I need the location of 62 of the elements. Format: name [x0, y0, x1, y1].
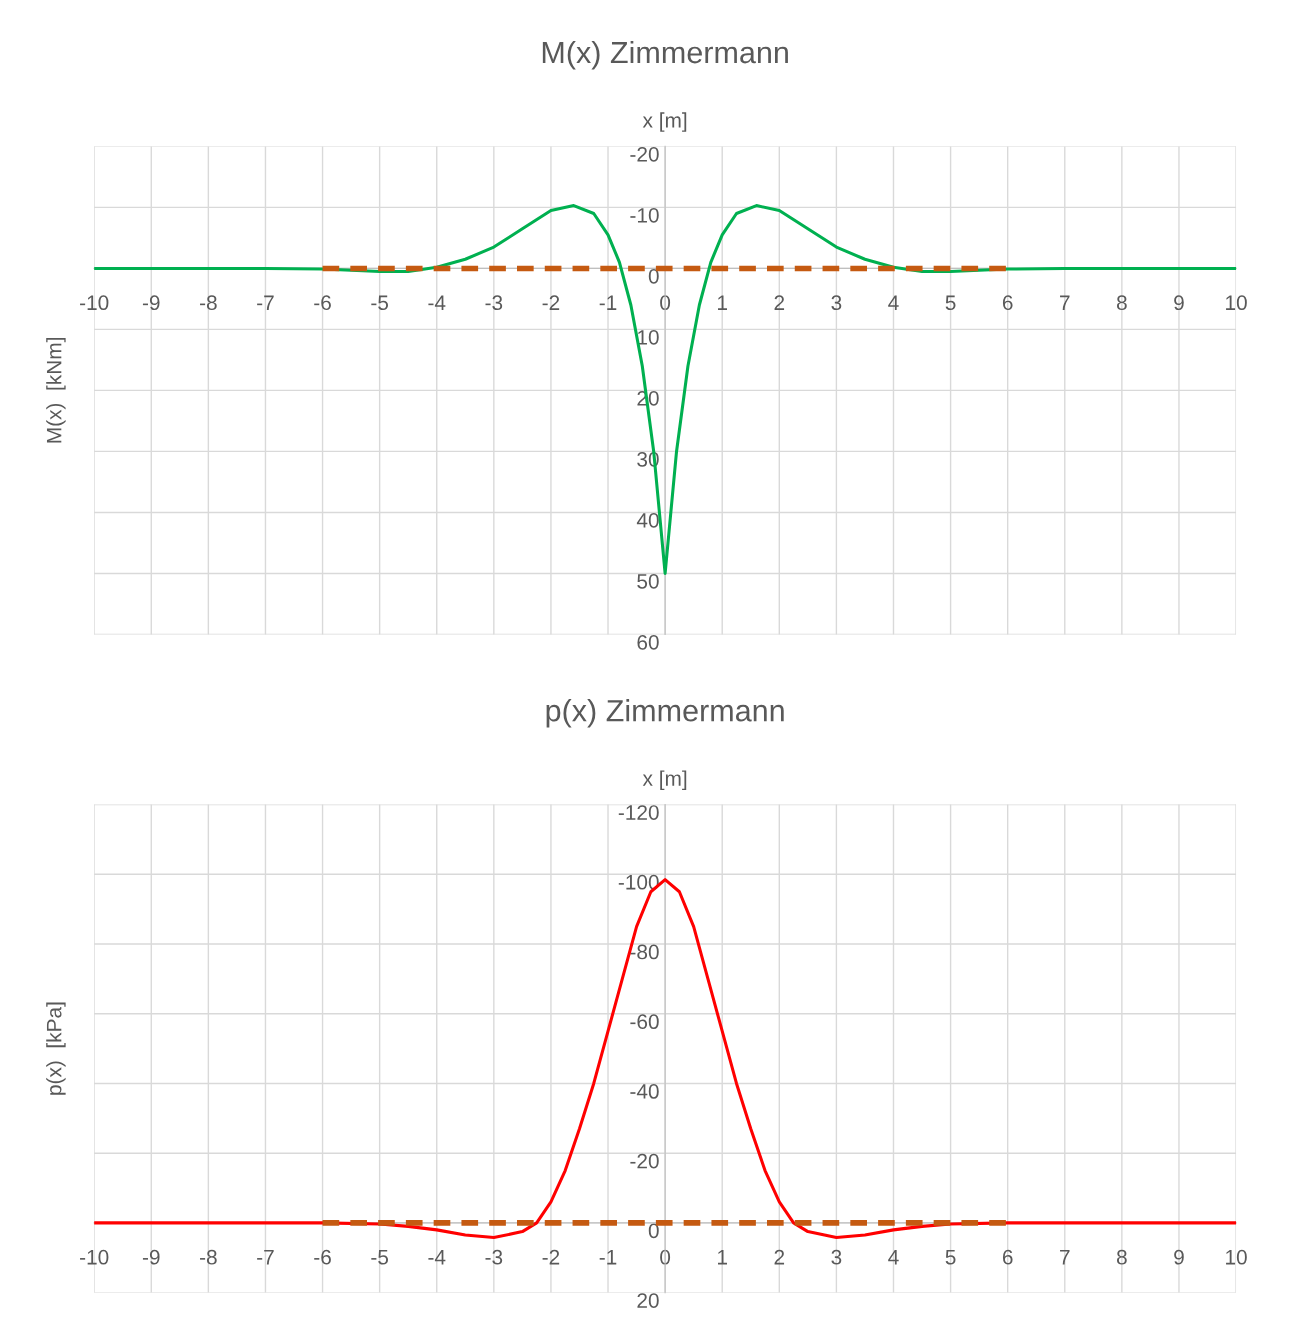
x-tick-label: -2 [542, 295, 560, 310]
x-tick-label: 3 [831, 295, 842, 311]
x-tick-label: -6 [314, 1249, 331, 1265]
y-tick-label: 0 [648, 1223, 659, 1239]
x-tick-label: 6 [1002, 1249, 1013, 1265]
y-tick-label: -40 [630, 1084, 659, 1099]
y-tick-label: 10 [637, 329, 659, 345]
x-tick-label: 10 [1226, 1249, 1247, 1265]
x-tick-label: -3 [485, 1249, 503, 1265]
x-tick-label: 5 [945, 295, 956, 311]
y-axis-title: M(x) [kNm] [46, 338, 66, 443]
x-tick-label: 1 [718, 1250, 727, 1265]
y-tick-label: 50 [637, 573, 659, 589]
x-tick-label: -10 [80, 295, 109, 311]
x-tick-label: 1 [718, 295, 727, 310]
x-tick-label: 7 [1060, 1250, 1070, 1265]
x-tick-label: -9 [142, 295, 160, 311]
x-tick-label: 4 [888, 295, 899, 310]
x-tick-label: 8 [1116, 1249, 1127, 1265]
x-tick-label: -7 [257, 295, 274, 310]
y-tick-label: -60 [630, 1014, 659, 1030]
x-tick-label: -8 [200, 295, 217, 311]
x-tick-label: -5 [371, 1250, 389, 1265]
y-tick-label: -80 [630, 944, 659, 960]
x-tick-label: 6 [1002, 295, 1013, 311]
x-tick-label: 3 [831, 1249, 842, 1265]
x-tick-label: 0 [660, 295, 671, 311]
x-tick-label: -2 [542, 1249, 560, 1265]
x-tick-label: 5 [945, 1250, 956, 1265]
y-tick-label: -120 [618, 805, 659, 820]
y-tick-label: -20 [630, 1153, 659, 1169]
x-tick-label: -6 [314, 295, 331, 311]
x-tick-label: 2 [774, 1249, 785, 1265]
chart-title: p(x) Zimmermann [546, 699, 784, 728]
x-tick-label: -1 [599, 295, 617, 310]
x-tick-label: 9 [1174, 1249, 1184, 1265]
y-axis-title: p(x) [kPa] [46, 1002, 66, 1095]
x-tick-label: 10 [1226, 295, 1247, 311]
y-tick-label: 40 [636, 512, 659, 528]
y-tick-label: 60 [637, 634, 659, 650]
x-tick-label: 9 [1174, 295, 1184, 311]
y-tick-label: 20 [637, 1293, 659, 1308]
x-tick-label: -10 [80, 1249, 109, 1265]
x-tick-label: -5 [371, 295, 389, 311]
x-tick-label: 8 [1116, 295, 1127, 311]
x-tick-label: 0 [660, 1249, 671, 1265]
x-tick-label: -4 [428, 295, 446, 310]
x-axis-title: x [m] [642, 770, 687, 790]
chart-title: M(x) Zimmermann [542, 40, 788, 70]
y-tick-label: -20 [630, 146, 659, 162]
x-tick-label: 4 [888, 1250, 899, 1265]
x-tick-label: -4 [428, 1250, 446, 1265]
y-tick-label: 0 [648, 268, 659, 284]
x-tick-label: 2 [774, 295, 785, 310]
x-tick-label: -9 [142, 1249, 160, 1265]
x-tick-label: -3 [485, 295, 503, 311]
x-axis-title: x [m] [642, 112, 687, 132]
x-tick-label: 7 [1060, 295, 1070, 310]
x-tick-label: -7 [257, 1250, 274, 1265]
y-tick-label: -10 [630, 207, 659, 223]
x-tick-label: -1 [599, 1250, 617, 1265]
x-tick-label: -8 [200, 1249, 217, 1265]
